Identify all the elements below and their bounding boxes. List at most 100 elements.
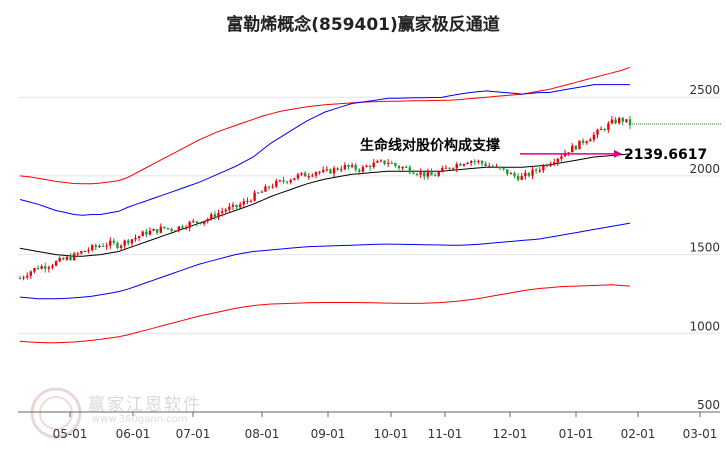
candle-body bbox=[459, 164, 462, 166]
candle-body bbox=[589, 139, 592, 142]
candle-body bbox=[617, 118, 621, 124]
candle-body bbox=[430, 171, 433, 176]
candle-body bbox=[170, 228, 173, 231]
candle-body bbox=[69, 256, 72, 260]
candle-body bbox=[332, 168, 336, 174]
x-tick-label-11-01: 11-01 bbox=[428, 427, 463, 441]
candle-body bbox=[592, 134, 596, 140]
candle-body bbox=[238, 204, 242, 208]
candle-body bbox=[80, 251, 83, 254]
candle-body bbox=[578, 140, 581, 150]
channel-bands bbox=[19, 66, 631, 344]
y-tick-label-2500: 2500 bbox=[689, 83, 720, 97]
candle-body bbox=[401, 167, 404, 169]
candle-body bbox=[556, 158, 560, 163]
candle-body bbox=[433, 175, 437, 177]
candle-body bbox=[603, 129, 606, 131]
candle-body bbox=[448, 167, 451, 169]
candle-body bbox=[311, 175, 314, 177]
candle-body bbox=[444, 167, 448, 169]
x-tick-label-10-01: 10-01 bbox=[374, 427, 409, 441]
candle-body bbox=[477, 160, 480, 162]
candle-body bbox=[303, 172, 307, 177]
candle-body bbox=[451, 168, 455, 170]
candle-body bbox=[40, 266, 43, 269]
candle-body bbox=[195, 221, 199, 223]
outer-upper-band bbox=[19, 66, 631, 185]
candle-body bbox=[72, 253, 76, 260]
outer-lower-band bbox=[19, 284, 631, 344]
x-tick-label-03-01: 03-01 bbox=[683, 427, 718, 441]
candle-body bbox=[26, 275, 29, 278]
candle-body bbox=[408, 167, 412, 173]
candle-body bbox=[134, 237, 137, 240]
candle-body bbox=[358, 169, 361, 172]
candle-body bbox=[534, 169, 538, 171]
candle-body bbox=[480, 160, 484, 164]
candle-body bbox=[469, 161, 473, 163]
candle-body bbox=[509, 173, 513, 175]
x-tick-label-09-01: 09-01 bbox=[311, 427, 346, 441]
candle-body bbox=[394, 163, 397, 166]
candle-body bbox=[260, 191, 264, 193]
candle-body bbox=[498, 166, 502, 169]
candle-body bbox=[383, 160, 386, 164]
candle-body bbox=[423, 172, 426, 177]
candle-body bbox=[336, 168, 339, 170]
candle-body bbox=[296, 174, 300, 179]
candle-body bbox=[174, 230, 177, 232]
x-tick-label-01-01: 01-01 bbox=[559, 427, 594, 441]
candle-body bbox=[145, 231, 148, 235]
candle-body bbox=[267, 186, 271, 188]
candle-body bbox=[455, 164, 458, 169]
candle-body bbox=[390, 162, 393, 164]
candle-body bbox=[599, 129, 603, 131]
candle-body bbox=[376, 161, 379, 163]
candle-body bbox=[314, 172, 318, 176]
candle-body bbox=[397, 165, 401, 169]
candle-body bbox=[549, 163, 552, 166]
candle-body bbox=[567, 152, 570, 154]
candle-body bbox=[495, 166, 498, 168]
candle-body bbox=[513, 173, 516, 177]
candle-body bbox=[130, 239, 134, 244]
candle-body bbox=[419, 172, 422, 175]
candle-body bbox=[127, 240, 130, 244]
candle-body bbox=[155, 229, 159, 233]
candle-body bbox=[33, 268, 36, 272]
candle-body bbox=[354, 165, 357, 170]
candle-body bbox=[372, 162, 375, 168]
candle-body bbox=[119, 245, 123, 248]
candle-body bbox=[596, 129, 599, 135]
candle-body bbox=[318, 171, 321, 173]
candle-body bbox=[112, 240, 116, 243]
candle-body bbox=[22, 277, 25, 279]
candle-body bbox=[257, 192, 260, 194]
candle-body bbox=[628, 119, 632, 126]
candle-body bbox=[545, 165, 549, 167]
candle-body bbox=[484, 163, 487, 167]
candle-body bbox=[527, 172, 531, 176]
candle-body bbox=[571, 145, 574, 153]
candle-body bbox=[347, 164, 350, 167]
candle-body bbox=[224, 209, 227, 212]
candle-body bbox=[516, 176, 520, 180]
candle-body bbox=[368, 165, 372, 168]
candle-body bbox=[29, 271, 33, 276]
candle-body bbox=[231, 204, 235, 207]
candle-body bbox=[123, 240, 126, 246]
candle-body bbox=[473, 161, 476, 163]
y-tick-label-2000: 2000 bbox=[689, 162, 720, 176]
watermark-url: www.360gann.com bbox=[92, 414, 188, 425]
candle-body bbox=[524, 172, 527, 177]
candle-body bbox=[51, 265, 54, 268]
candlesticks bbox=[18, 115, 632, 281]
candle-body bbox=[109, 240, 112, 246]
x-tick-label-02-01: 02-01 bbox=[621, 427, 656, 441]
candle-body bbox=[621, 118, 624, 122]
support-arrow-head bbox=[614, 149, 622, 158]
candle-body bbox=[87, 249, 90, 252]
candle-body bbox=[235, 204, 238, 208]
candle-body bbox=[462, 164, 466, 166]
